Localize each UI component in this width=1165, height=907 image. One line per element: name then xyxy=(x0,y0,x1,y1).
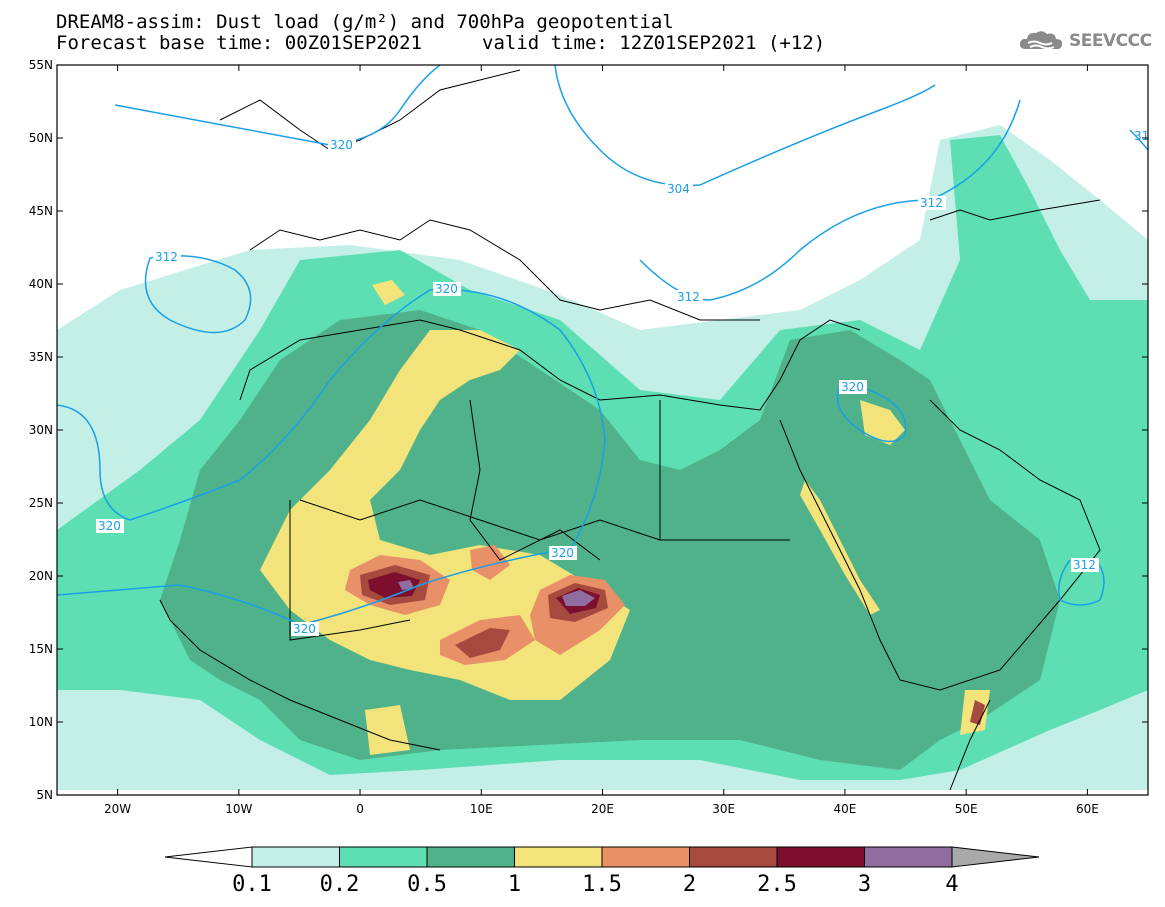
dust-level-2-niger xyxy=(455,628,510,658)
contour-label: 312 xyxy=(677,290,700,304)
map-data-area: 320 304 312 312 320 320 320 320 320 312 … xyxy=(56,64,1149,796)
contour-label: 320 xyxy=(551,546,574,560)
dust-level-1-gulf-guinea xyxy=(365,705,410,755)
colorbar-under-arrow xyxy=(164,846,253,868)
dust-level-4 xyxy=(562,590,595,606)
lon-tick-label: 10E xyxy=(470,802,493,816)
lon-tick-label: 60E xyxy=(1076,802,1099,816)
contour-label: 312 xyxy=(155,250,178,264)
contour-label: 320 xyxy=(435,282,458,296)
seevccc-logo: SEEVCCC xyxy=(1018,28,1152,54)
dust-level-3 xyxy=(368,572,420,598)
lat-tick-label: 20N xyxy=(29,569,53,583)
lon-tick-label: 0 xyxy=(356,802,364,816)
colorbar-level-label: 2 xyxy=(682,872,697,897)
contour-label: 320 xyxy=(841,380,864,394)
colorbar-swatch xyxy=(864,846,953,868)
colorbar-level-label: 1 xyxy=(507,872,522,897)
dust-level-4-mali xyxy=(398,580,414,590)
lon-tick-label: 10W xyxy=(225,802,252,816)
lat-tick-label: 35N xyxy=(29,350,53,364)
map-subtitle: Forecast base time: 00Z01SEP2021 valid ti… xyxy=(56,32,825,54)
colorbar-swatch xyxy=(689,846,778,868)
lat-tick-label: 45N xyxy=(29,204,53,218)
colorbar-level-label: 0.1 xyxy=(232,872,272,897)
contour-312-oman xyxy=(1058,559,1105,606)
lat-tick-label: 55N xyxy=(29,58,53,72)
lat-tick-label: 5N xyxy=(36,788,53,802)
colorbar-level-label: 0.2 xyxy=(319,872,360,897)
contour-304 xyxy=(554,65,936,187)
cloud-icon xyxy=(1019,31,1063,50)
colorbar xyxy=(164,846,1040,868)
colorbar-swatch xyxy=(601,846,690,868)
lat-tick-label: 50N xyxy=(29,131,53,145)
map-title: DREAM8-assim: Dust load (g/m²) and 700hP… xyxy=(56,11,674,33)
contour-312-west xyxy=(144,254,252,334)
contour-label: 320 xyxy=(98,519,121,533)
logo-text: SEEVCCC xyxy=(1069,31,1152,51)
contour-label: 31 xyxy=(1134,129,1149,143)
dust-level-1.5-air xyxy=(470,545,510,580)
lon-tick-label: 50E xyxy=(955,802,978,816)
colorbar-swatch xyxy=(426,846,515,868)
lon-tick-label: 20E xyxy=(591,802,614,816)
dust-level-2-somalia xyxy=(970,700,985,725)
contour-label: 312 xyxy=(920,196,943,210)
lat-tick-label: 30N xyxy=(29,423,53,437)
forecast-base-time: Forecast base time: 00Z01SEP2021 xyxy=(56,32,423,54)
contour-31-edge xyxy=(1129,129,1148,151)
colorbar-swatch xyxy=(514,846,603,868)
dust-level-1-redsea xyxy=(800,480,880,615)
dust-level-1-sardinia xyxy=(372,280,405,305)
lon-tick-label: 40E xyxy=(834,802,857,816)
latitude-axis: 55N 50N 45N 40N 35N 30N 25N 20N 15N 10N 5N xyxy=(29,58,1148,802)
longitude-axis: 20W 10W 0 10E 20E 30E 40E 50E 60E xyxy=(104,65,1099,816)
colorbar-level-label: 4 xyxy=(945,872,959,897)
colorbar-level-label: 0.5 xyxy=(407,872,447,897)
contour-labels: 320 304 312 312 320 320 320 320 320 312 … xyxy=(96,129,1149,636)
colorbar-level-label: 2.5 xyxy=(757,872,797,897)
colorbar-level-label: 3 xyxy=(857,872,872,897)
lon-tick-label: 20W xyxy=(104,802,131,816)
contour-label: 320 xyxy=(293,622,316,636)
dust-level-1-iraq xyxy=(860,400,905,445)
colorbar-swatch xyxy=(251,846,340,868)
contour-320-mid xyxy=(57,288,606,551)
contour-label: 304 xyxy=(667,182,690,196)
valid-time: valid time: 12Z01SEP2021 (+12) xyxy=(482,32,826,54)
lat-tick-label: 40N xyxy=(29,277,53,291)
lon-tick-label: 30E xyxy=(712,802,735,816)
lat-tick-label: 25N xyxy=(29,496,53,510)
contour-label: 312 xyxy=(1073,558,1096,572)
colorbar-over-arrow xyxy=(951,846,1040,868)
lat-tick-label: 10N xyxy=(29,715,53,729)
colorbar-level-label: 1.5 xyxy=(582,872,622,897)
lat-tick-label: 15N xyxy=(29,642,53,656)
colorbar-swatch xyxy=(776,846,865,868)
colorbar-swatch xyxy=(339,846,428,868)
contour-label: 320 xyxy=(330,138,353,152)
contour-320-iraq xyxy=(836,384,907,443)
coastlines xyxy=(159,69,1101,791)
